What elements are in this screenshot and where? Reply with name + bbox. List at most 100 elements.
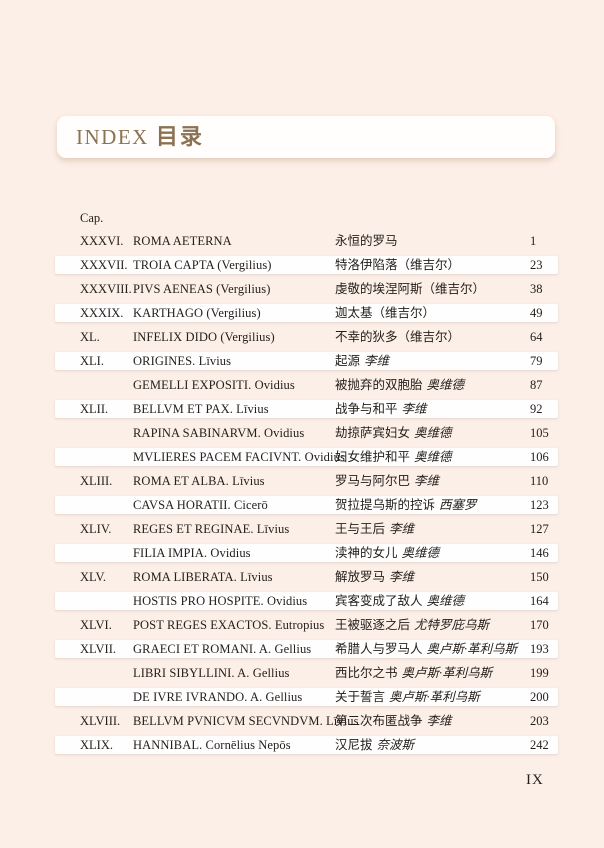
latin-title: ROMA AETERNA xyxy=(133,234,232,248)
chinese-title-cell: 迦太基（维吉尔） xyxy=(335,302,439,324)
chinese-title: 妇女维护和平 xyxy=(335,450,411,464)
table-row: XLIV. REGES ET REGINAE. Līvius 王与王后 李维 12… xyxy=(55,518,558,542)
chinese-author: 李维 xyxy=(414,474,440,488)
chinese-title-cell: 贺拉提乌斯的控诉 西塞罗 xyxy=(335,494,477,516)
latin-title: TROIA CAPTA (Vergilius) xyxy=(133,258,272,272)
latin-title: POST REGES EXACTOS. Eutropius xyxy=(133,618,325,632)
chapter-column-header: Cap. xyxy=(80,211,104,225)
chinese-title: 王被驱逐之后 xyxy=(335,618,411,632)
latin-title: GEMELLI EXPOSITI. Ovidius xyxy=(133,378,295,392)
chinese-title: 罗马与阿尔巴 xyxy=(335,474,411,488)
page-number: 123 xyxy=(530,498,549,512)
page-number: 199 xyxy=(530,666,549,680)
page-number: 87 xyxy=(530,378,543,392)
page-number: 38 xyxy=(530,282,543,296)
chapter-number: XLV. xyxy=(80,570,107,584)
table-row: XLIII. ROMA ET ALBA. Līvius 罗马与阿尔巴 李维 110 xyxy=(55,470,558,494)
page-number: 146 xyxy=(530,546,549,560)
chinese-title: 虔敬的埃涅阿斯（维吉尔） xyxy=(335,282,486,296)
chinese-title: 汉尼拔 xyxy=(335,738,373,752)
chinese-title: 西比尔之书 xyxy=(335,666,398,680)
latin-title: RAPINA SABINARVM. Ovidius xyxy=(133,426,305,440)
latin-title: DE IVRE IVRANDO. A. Gellius xyxy=(133,690,303,704)
chapter-number: XLVI. xyxy=(80,618,112,632)
chapter-number: XLIV. xyxy=(80,522,112,536)
page-number: 110 xyxy=(530,474,549,488)
chinese-title: 渎神的女儿 xyxy=(335,546,398,560)
latin-title: KARTHAGO (Vergilius) xyxy=(133,306,261,320)
chinese-title-cell: 特洛伊陷落（维吉尔） xyxy=(335,254,464,276)
chinese-title: 宾客变成了敌人 xyxy=(335,594,423,608)
chinese-title-cell: 劫掠萨宾妇女 奥维德 xyxy=(335,422,452,444)
chinese-author: 奥维德 xyxy=(414,450,452,464)
page-number: 203 xyxy=(530,714,549,728)
folio-page-number: IX xyxy=(526,772,544,788)
chinese-author: 西塞罗 xyxy=(439,498,477,512)
latin-title: INFELIX DIDO (Vergilius) xyxy=(133,330,275,344)
page-number: 150 xyxy=(530,570,549,584)
table-row: XL. INFELIX DIDO (Vergilius) 不幸的狄多（维吉尔） … xyxy=(55,326,558,350)
chinese-author: 李维 xyxy=(426,714,452,728)
latin-title: GRAECI ET ROMANI. A. Gellius xyxy=(133,642,312,656)
table-row: XLVII. GRAECI ET ROMANI. A. Gellius 希腊人与… xyxy=(55,638,558,662)
chinese-title-cell: 不幸的狄多（维吉尔） xyxy=(335,326,464,348)
chapter-number: XLIII. xyxy=(80,474,113,488)
chinese-author: 奥卢斯·革利乌斯 xyxy=(401,666,493,680)
chinese-title: 关于誓言 xyxy=(335,690,386,704)
table-row: DE IVRE IVRANDO. A. Gellius 关于誓言 奥卢斯·革利乌斯… xyxy=(55,686,558,710)
chinese-title: 解放罗马 xyxy=(335,570,386,584)
page-number: 164 xyxy=(530,594,549,608)
chinese-author: 奥维德 xyxy=(401,546,440,560)
chinese-title-cell: 战争与和平 李维 xyxy=(335,398,427,420)
page-number: 49 xyxy=(530,306,543,320)
chinese-title-cell: 王与王后 李维 xyxy=(335,518,414,540)
latin-title: ROMA ET ALBA. Līvius xyxy=(133,474,265,488)
latin-title: PIVS AENEAS (Vergilius) xyxy=(133,282,271,296)
index-title-banner: INDEX 目录 xyxy=(57,116,555,158)
page-number: 79 xyxy=(530,354,543,368)
table-row: XLVI. POST REGES EXACTOS. Eutropius 王被驱逐… xyxy=(55,614,558,638)
table-row: LIBRI SIBYLLINI. A. Gellius 西比尔之书 奥卢斯·革利乌… xyxy=(55,662,558,686)
page-number: 105 xyxy=(530,426,549,440)
chapter-number: XLVIII. xyxy=(80,714,121,728)
chinese-title-cell: 王被驱逐之后 尤特罗庇乌斯 xyxy=(335,614,489,636)
chinese-title-cell: 希腊人与罗马人 奥卢斯·革利乌斯 xyxy=(335,638,517,660)
page-number: 242 xyxy=(530,738,549,752)
chinese-author: 尤特罗庇乌斯 xyxy=(414,618,490,632)
page-number: 127 xyxy=(530,522,549,536)
chinese-title: 被抛弃的双胞胎 xyxy=(335,378,423,392)
chapter-number: XLI. xyxy=(80,354,104,368)
chinese-title: 起源 xyxy=(335,354,361,368)
chinese-title: 劫掠萨宾妇女 xyxy=(335,426,411,440)
table-row: HOSTIS PRO HOSPITE. Ovidius 宾客变成了敌人 奥维德 1… xyxy=(55,590,558,614)
table-row: XXXIX. KARTHAGO (Vergilius) 迦太基（维吉尔） 49 xyxy=(55,302,558,326)
chinese-title-cell: 永恒的罗马 xyxy=(335,230,402,252)
table-row: CAVSA HORATII. Cicerō 贺拉提乌斯的控诉 西塞罗 123 xyxy=(55,494,558,518)
chapter-number: XXXVII. xyxy=(80,258,128,272)
chinese-title-cell: 汉尼拔 奈波斯 xyxy=(335,734,414,756)
page-number: 23 xyxy=(530,258,543,272)
latin-title: MVLIERES PACEM FACIVNT. Ovidius xyxy=(133,450,345,464)
chinese-title: 希腊人与罗马人 xyxy=(335,642,423,656)
chinese-title-cell: 虔敬的埃涅阿斯（维吉尔） xyxy=(335,278,489,300)
latin-title: CAVSA HORATII. Cicerō xyxy=(133,498,268,512)
chapter-number: XL. xyxy=(80,330,100,344)
table-row: XXXVI. ROMA AETERNA 永恒的罗马 1 xyxy=(55,230,558,254)
chinese-author: 奥卢斯·革利乌斯 xyxy=(426,642,518,656)
chinese-title: 不幸的狄多（维吉尔） xyxy=(335,330,461,344)
chinese-title-cell: 宾客变成了敌人 奥维德 xyxy=(335,590,464,612)
chinese-author: 李维 xyxy=(401,402,427,416)
chinese-title-cell: 西比尔之书 奥卢斯·革利乌斯 xyxy=(335,662,492,684)
table-row: XLII. BELLVM ET PAX. Līvius 战争与和平 李维 92 xyxy=(55,398,558,422)
latin-title: LIBRI SIBYLLINI. A. Gellius xyxy=(133,666,290,680)
chinese-title-cell: 妇女维护和平 奥维德 xyxy=(335,446,452,468)
chinese-author: 奥维德 xyxy=(426,378,465,392)
page-number: 92 xyxy=(530,402,543,416)
chinese-title: 永恒的罗马 xyxy=(335,234,398,248)
chinese-title-cell: 解放罗马 李维 xyxy=(335,566,414,588)
chinese-author: 奥卢斯·革利乌斯 xyxy=(389,690,480,704)
page-number: 170 xyxy=(530,618,549,632)
chapter-number: XXXIX. xyxy=(80,306,124,320)
chinese-title-cell: 第二次布匿战争 李维 xyxy=(335,710,452,732)
